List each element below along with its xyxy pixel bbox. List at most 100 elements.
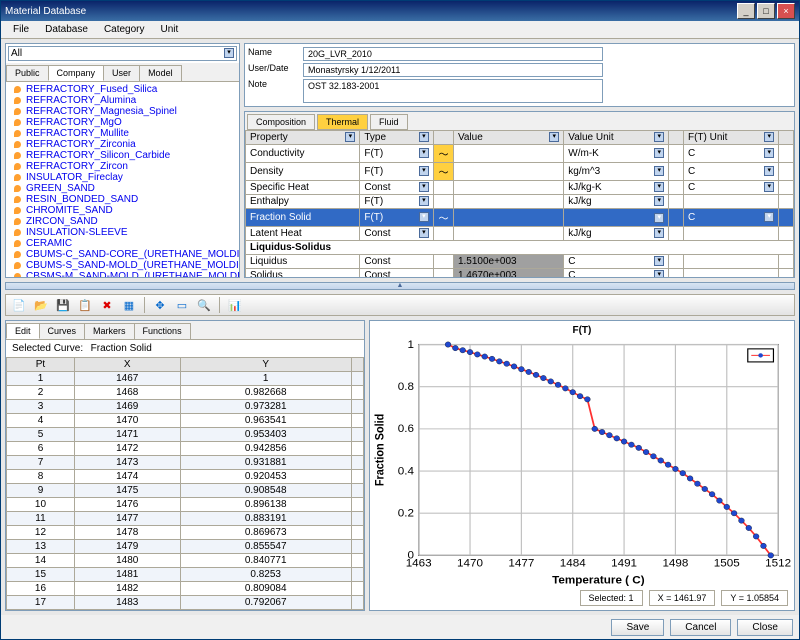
window-title: Material Database — [5, 6, 737, 17]
y-status: Y = 1.05854 — [721, 590, 788, 606]
svg-text:1512: 1512 — [765, 558, 791, 570]
close-window-button[interactable]: × — [777, 3, 795, 19]
tree-item[interactable]: GREEN_SAND — [8, 183, 237, 194]
details-panel: Name20G_LVR_2010 User/DateMonastyrsky 1/… — [244, 43, 795, 278]
maximize-button[interactable]: □ — [757, 3, 775, 19]
curve-toolbar: 📄 📂 💾 📋 ✖ ▦ ✥ ▭ 🔍 📊 — [5, 294, 795, 316]
chart-icon[interactable]: 📊 — [226, 296, 244, 314]
svg-text:1470: 1470 — [457, 558, 483, 570]
grid-icon[interactable]: ▦ — [120, 296, 138, 314]
tree-item[interactable]: REFRACTORY_Mullite — [8, 128, 237, 139]
tab-user[interactable]: User — [103, 65, 140, 81]
tree-item[interactable]: REFRACTORY_MgO — [8, 117, 237, 128]
menu-file[interactable]: File — [5, 22, 37, 37]
name-field[interactable]: 20G_LVR_2010 — [303, 47, 603, 61]
tree-item[interactable]: CHROMITE_SAND — [8, 205, 237, 216]
svg-text:1498: 1498 — [662, 558, 688, 570]
body-area: All▾ PublicCompanyUserModel REFRACTORY_F… — [1, 39, 799, 615]
chart-status-bar: Selected: 1 X = 1461.97 Y = 1.05854 — [372, 588, 792, 608]
properties-panel: CompositionThermalFluid Property▾Type▾Va… — [244, 111, 795, 278]
svg-text:1505: 1505 — [714, 558, 740, 570]
delete-icon[interactable]: ✖ — [98, 296, 116, 314]
svg-text:0: 0 — [407, 550, 413, 562]
curve-name: Fraction Solid — [91, 343, 152, 354]
tree-item[interactable]: REFRACTORY_Alumina — [8, 95, 237, 106]
data-table: PtXY114671214680.982668314690.9732814147… — [6, 357, 364, 610]
minimize-button[interactable]: _ — [737, 3, 755, 19]
menu-unit[interactable]: Unit — [153, 22, 187, 37]
new-icon[interactable]: 📄 — [10, 296, 28, 314]
x-status: X = 1461.97 — [649, 590, 716, 606]
note-field[interactable]: OST 32.183-2001 — [303, 79, 603, 103]
property-tabs: CompositionThermalFluid — [245, 112, 794, 130]
close-button[interactable]: Close — [737, 619, 793, 636]
editor-tab-functions[interactable]: Functions — [134, 323, 191, 339]
category-filter-dropdown[interactable]: All▾ — [8, 46, 237, 61]
tab-model[interactable]: Model — [139, 65, 182, 81]
editor-tab-edit[interactable]: Edit — [6, 323, 40, 339]
chevron-down-icon: ▾ — [224, 48, 234, 58]
pan-icon[interactable]: ✥ — [151, 296, 169, 314]
tree-item[interactable]: INSULATION-SLEEVE — [8, 227, 237, 238]
tab-public[interactable]: Public — [6, 65, 49, 81]
selected-curve-label: Selected Curve: Fraction Solid — [6, 340, 364, 357]
toolbar-separator-2 — [219, 297, 220, 313]
editor-tab-markers[interactable]: Markers — [84, 323, 135, 339]
chart-svg[interactable]: 1463147014771484149114981505151200.20.40… — [372, 338, 792, 588]
tree-item[interactable]: INSULATOR_Fireclay — [8, 172, 237, 183]
tree-item[interactable]: REFRACTORY_Silicon_Carbide — [8, 150, 237, 161]
material-tree-panel: All▾ PublicCompanyUserModel REFRACTORY_F… — [5, 43, 240, 278]
svg-text:1477: 1477 — [508, 558, 534, 570]
tree-item[interactable]: CERAMIC — [8, 238, 237, 249]
menu-database[interactable]: Database — [37, 22, 96, 37]
footer: Save Cancel Close — [1, 615, 799, 639]
main-window: Material Database _ □ × FileDatabaseCate… — [0, 0, 800, 640]
prop-tab-composition[interactable]: Composition — [247, 114, 315, 130]
curve-editor: EditCurvesMarkersFunctions Selected Curv… — [5, 320, 365, 611]
tab-company[interactable]: Company — [48, 65, 105, 81]
svg-text:0.2: 0.2 — [398, 508, 414, 520]
tree-item[interactable]: ZIRCON_SAND — [8, 216, 237, 227]
tree-item[interactable]: CBSMS-M_SAND-MOLD_(URETHANE_MOLDING) — [8, 271, 237, 277]
svg-text:1484: 1484 — [560, 558, 586, 570]
toolbar-separator — [144, 297, 145, 313]
save-button[interactable]: Save — [611, 619, 664, 636]
material-tree[interactable]: REFRACTORY_Fused_SilicaREFRACTORY_Alumin… — [6, 82, 239, 277]
userdate-field[interactable]: Monastyrsky 1/12/2011 — [303, 63, 603, 77]
selected-status: Selected: 1 — [580, 590, 643, 606]
data-table-wrap[interactable]: PtXY114671214680.982668314690.9732814147… — [6, 357, 364, 610]
material-info-panel: Name20G_LVR_2010 User/DateMonastyrsky 1/… — [244, 43, 795, 107]
prop-tab-thermal[interactable]: Thermal — [317, 114, 368, 130]
title-bar: Material Database _ □ × — [1, 1, 799, 21]
chart-title: F(T) — [372, 323, 792, 338]
chart-panel: F(T) 1463147014771484149114981505151200.… — [369, 320, 795, 611]
tree-item[interactable]: RESIN_BONDED_SAND — [8, 194, 237, 205]
tree-item[interactable]: REFRACTORY_Fused_Silica — [8, 84, 237, 95]
properties-table: Property▾Type▾Value▾Value Unit▾F(T) Unit… — [245, 130, 794, 278]
svg-text:1491: 1491 — [611, 558, 637, 570]
collapse-bar[interactable]: ▲ — [5, 282, 795, 290]
editor-tabs: EditCurvesMarkersFunctions — [6, 321, 364, 340]
tree-item[interactable]: REFRACTORY_Magnesia_Spinel — [8, 106, 237, 117]
tree-tabs: PublicCompanyUserModel — [6, 63, 239, 82]
zoom-rect-icon[interactable]: ▭ — [173, 296, 191, 314]
tree-item[interactable]: CBUMS-S_SAND-MOLD_(URETHANE_MOLDING) — [8, 260, 237, 271]
open-icon[interactable]: 📂 — [32, 296, 50, 314]
cancel-button[interactable]: Cancel — [670, 619, 731, 636]
svg-text:Temperature ( C): Temperature ( C) — [552, 575, 645, 587]
tree-item[interactable]: CBUMS-C_SAND-CORE_(URETHANE_MOLDING) — [8, 249, 237, 260]
copy-icon[interactable]: 📋 — [76, 296, 94, 314]
editor-tab-curves[interactable]: Curves — [39, 323, 86, 339]
menu-category[interactable]: Category — [96, 22, 153, 37]
tree-item[interactable]: REFRACTORY_Zircon — [8, 161, 237, 172]
svg-text:0.4: 0.4 — [398, 466, 414, 478]
tree-item[interactable]: REFRACTORY_Zirconia — [8, 139, 237, 150]
svg-text:0.6: 0.6 — [398, 423, 414, 435]
zoom-icon[interactable]: 🔍 — [195, 296, 213, 314]
window-buttons: _ □ × — [737, 3, 795, 19]
svg-text:1: 1 — [407, 339, 413, 351]
save-icon[interactable]: 💾 — [54, 296, 72, 314]
svg-text:Fraction Solid: Fraction Solid — [374, 414, 386, 487]
prop-tab-fluid[interactable]: Fluid — [370, 114, 408, 130]
svg-text:0.8: 0.8 — [398, 381, 414, 393]
